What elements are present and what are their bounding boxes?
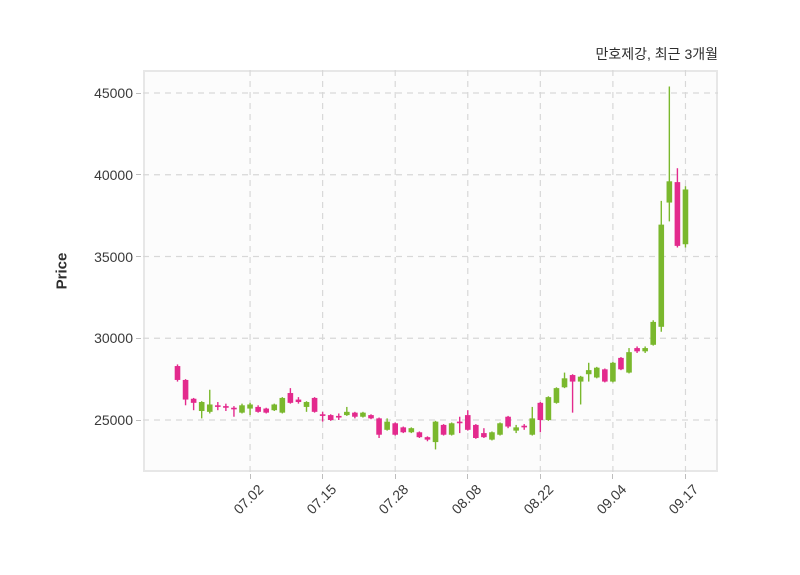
- candle-body: [545, 397, 552, 421]
- candle-body: [311, 397, 318, 412]
- candle-body: [489, 432, 495, 440]
- x-tick-mark: [467, 474, 469, 479]
- y-tick-mark: [136, 256, 141, 257]
- x-tick-label: 09.17: [665, 481, 702, 518]
- candle-body: [263, 408, 269, 413]
- y-axis-label: Price: [53, 252, 71, 290]
- x-tick-mark: [612, 474, 614, 479]
- candle-body: [231, 407, 237, 410]
- candle-body: [239, 405, 245, 413]
- candle-body: [618, 357, 624, 370]
- candle-body: [368, 415, 374, 419]
- plot-svg: [143, 70, 718, 472]
- plot-area: [143, 70, 718, 472]
- candle-body: [569, 375, 576, 382]
- candle-body: [505, 416, 511, 427]
- candle-body: [255, 406, 261, 412]
- candle-body: [198, 402, 205, 412]
- x-tick-label: 08.08: [447, 481, 485, 518]
- candle-body: [561, 378, 568, 388]
- candle-body: [424, 437, 431, 440]
- x-tick-mark: [394, 474, 396, 479]
- candle-body: [287, 393, 294, 403]
- y-tick-label: 45000: [94, 85, 133, 101]
- candle-body: [626, 352, 632, 373]
- candle-body: [650, 321, 657, 345]
- candle-body: [642, 348, 648, 352]
- candle-body: [432, 421, 439, 443]
- candle-body: [392, 423, 399, 435]
- candle-body: [271, 404, 278, 411]
- candle-body: [674, 182, 681, 246]
- candle-body: [303, 402, 310, 407]
- x-tick-label: 07.02: [230, 481, 267, 518]
- y-tick-label: 30000: [94, 330, 133, 347]
- candle-body: [497, 423, 503, 435]
- candle-body: [448, 423, 455, 435]
- candle-body: [335, 415, 342, 418]
- candle-body: [352, 412, 358, 417]
- candle-body: [279, 397, 286, 413]
- y-tick-mark: [136, 419, 141, 421]
- candle-body: [585, 370, 592, 375]
- x-tick-mark: [539, 474, 541, 479]
- candle-body: [206, 404, 213, 412]
- candle-body: [440, 424, 447, 435]
- candle-body: [384, 421, 390, 430]
- candle-body: [577, 376, 584, 382]
- x-tick-mark: [322, 474, 324, 479]
- candle-body: [602, 369, 608, 382]
- y-tick-mark: [136, 174, 141, 176]
- candle-body: [408, 428, 415, 433]
- x-tick-label: 07.15: [302, 481, 339, 518]
- x-tick-mark: [684, 474, 686, 479]
- candle-body: [553, 388, 560, 403]
- candle-body: [593, 367, 600, 378]
- candle-body: [295, 399, 302, 403]
- candle-body: [223, 406, 229, 408]
- candle-body: [190, 398, 197, 403]
- candle-body: [174, 366, 181, 380]
- candle-body: [456, 421, 463, 424]
- candle-body: [376, 418, 382, 435]
- y-tick-label: 40000: [94, 166, 133, 183]
- candle-body: [247, 404, 253, 409]
- candle-body: [182, 379, 189, 400]
- y-tick-label: 35000: [94, 248, 133, 265]
- y-tick-label: 25000: [94, 412, 133, 428]
- chart-title: 만호제강, 최근 3개월: [595, 46, 719, 62]
- candle-body: [682, 189, 689, 245]
- candle-body: [400, 427, 407, 433]
- candle-body: [481, 433, 487, 438]
- y-tick-mark: [136, 337, 141, 339]
- x-tick-label: 07.28: [375, 481, 412, 518]
- x-tick-mark: [249, 474, 251, 479]
- candle-body: [529, 418, 536, 435]
- candle-body: [537, 402, 544, 421]
- candle-body: [416, 432, 423, 438]
- candle-body: [327, 415, 334, 421]
- candle-body: [610, 362, 616, 382]
- y-tick-mark: [136, 92, 141, 94]
- candle-body: [360, 412, 366, 417]
- candle-body: [319, 414, 326, 416]
- candle-body: [658, 224, 665, 327]
- candle-body: [521, 425, 528, 428]
- x-tick-label: 08.22: [520, 481, 557, 518]
- candle-body: [513, 427, 519, 431]
- candle-body: [344, 411, 350, 416]
- candle-body: [666, 181, 673, 203]
- candle-body: [473, 424, 479, 438]
- candle-body: [634, 348, 640, 352]
- x-tick-label: 09.04: [593, 481, 630, 518]
- candle-body: [215, 405, 221, 407]
- candle-body: [464, 415, 471, 430]
